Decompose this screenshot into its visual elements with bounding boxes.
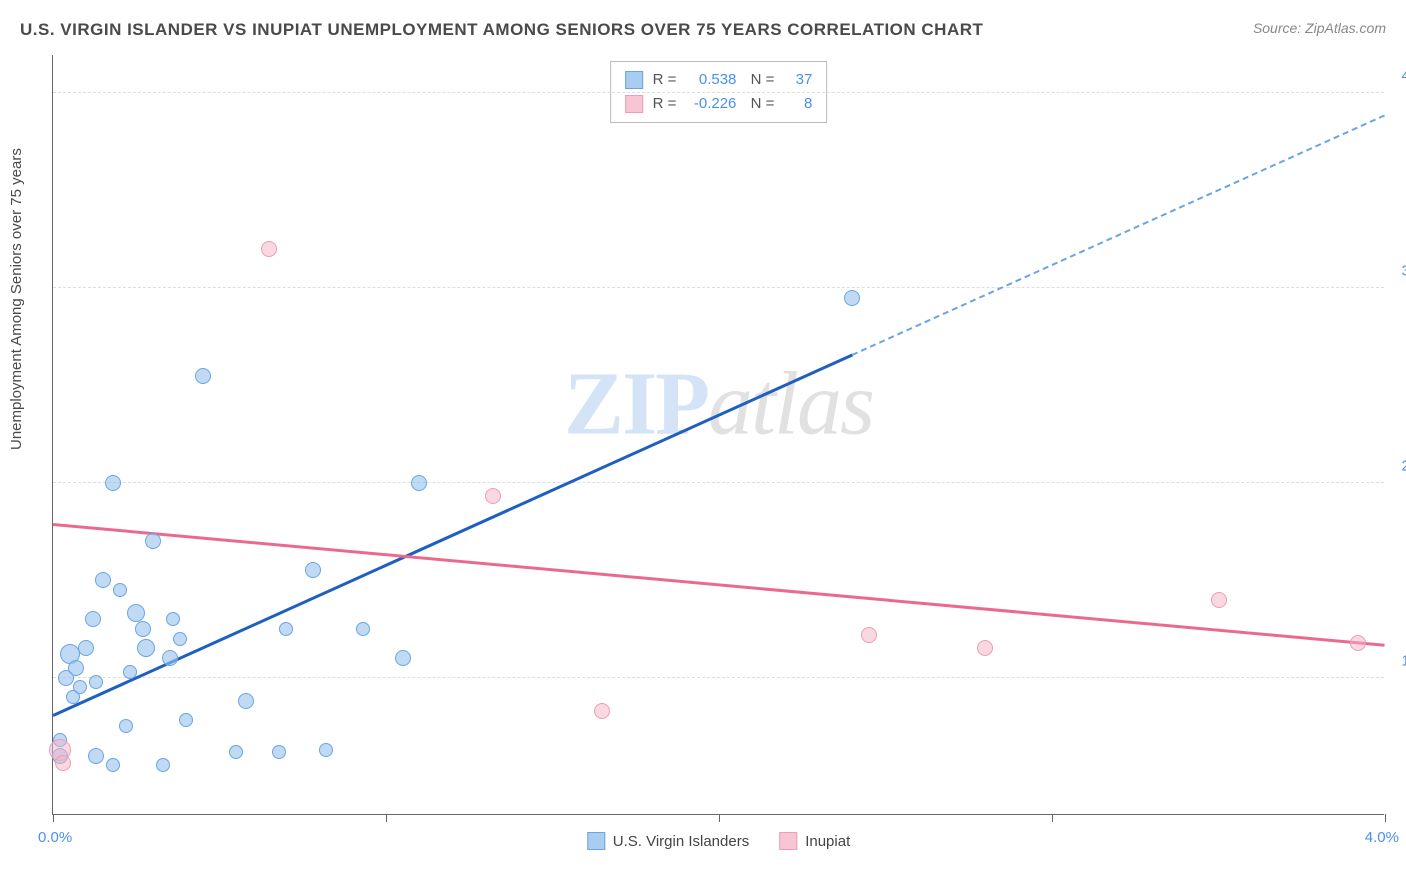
scatter-point [1350, 635, 1366, 651]
scatter-point [166, 612, 180, 626]
scatter-point [135, 621, 151, 637]
scatter-point [123, 665, 137, 679]
scatter-point [156, 758, 170, 772]
scatter-point [238, 693, 254, 709]
scatter-point [179, 713, 193, 727]
gridline [53, 677, 1384, 678]
scatter-point [279, 622, 293, 636]
swatch-pink-icon [779, 832, 797, 850]
scatter-point [1211, 592, 1227, 608]
scatter-point [145, 533, 161, 549]
scatter-point [89, 675, 103, 689]
scatter-point [137, 639, 155, 657]
source-attribution: Source: ZipAtlas.com [1253, 20, 1386, 36]
stat-n-value-blue: 37 [784, 68, 812, 92]
scatter-point [162, 650, 178, 666]
scatter-point [195, 368, 211, 384]
x-tick-label-max: 4.0% [1365, 829, 1399, 846]
watermark: ZIPatlas [564, 353, 873, 456]
scatter-point [395, 650, 411, 666]
scatter-point [55, 755, 71, 771]
gridline [53, 92, 1384, 93]
stats-row-pink: R = -0.226 N = 8 [625, 92, 813, 116]
swatch-pink-icon [625, 95, 643, 113]
scatter-point [977, 640, 993, 656]
scatter-point [78, 640, 94, 656]
stat-r-value-blue: 0.538 [686, 68, 736, 92]
stats-row-blue: R = 0.538 N = 37 [625, 68, 813, 92]
scatter-point [305, 562, 321, 578]
legend-bottom: U.S. Virgin Islanders Inupiat [587, 832, 851, 850]
y-tick-label: 20.0% [1401, 457, 1406, 474]
legend-item-pink: Inupiat [779, 832, 850, 850]
legend-item-blue: U.S. Virgin Islanders [587, 832, 749, 850]
scatter-point [173, 632, 187, 646]
gridline [53, 482, 1384, 483]
stat-r-value-pink: -0.226 [686, 92, 736, 116]
scatter-point [88, 748, 104, 764]
y-tick-label: 10.0% [1401, 652, 1406, 669]
scatter-point [105, 475, 121, 491]
trendline-blue-dashed [852, 114, 1386, 356]
stat-n-value-pink: 8 [784, 92, 812, 116]
scatter-point [319, 743, 333, 757]
scatter-point [127, 604, 145, 622]
watermark-prefix: ZIP [564, 355, 708, 454]
y-axis-label: Unemployment Among Seniors over 75 years [8, 148, 25, 450]
scatter-point [861, 627, 877, 643]
x-tick [386, 814, 387, 822]
scatter-point [844, 290, 860, 306]
x-tick [1385, 814, 1386, 822]
chart-title: U.S. VIRGIN ISLANDER VS INUPIAT UNEMPLOY… [20, 20, 983, 40]
scatter-point [261, 241, 277, 257]
trendline-pink [53, 523, 1385, 646]
stat-r-label: R = [653, 68, 677, 92]
scatter-point [119, 719, 133, 733]
swatch-blue-icon [625, 71, 643, 89]
legend-label-pink: Inupiat [805, 833, 850, 850]
scatter-point [68, 660, 84, 676]
legend-label-blue: U.S. Virgin Islanders [613, 833, 749, 850]
scatter-point [229, 745, 243, 759]
stat-n-label: N = [746, 68, 774, 92]
scatter-point [73, 680, 87, 694]
x-tick [1052, 814, 1053, 822]
x-tick [53, 814, 54, 822]
x-tick [719, 814, 720, 822]
stat-r-label: R = [653, 92, 677, 116]
y-tick-label: 40.0% [1401, 67, 1406, 84]
swatch-blue-icon [587, 832, 605, 850]
scatter-point [106, 758, 120, 772]
plot-area: ZIPatlas R = 0.538 N = 37 R = -0.226 N =… [52, 55, 1384, 815]
watermark-suffix: atlas [708, 355, 873, 454]
scatter-point [411, 475, 427, 491]
scatter-point [95, 572, 111, 588]
scatter-point [356, 622, 370, 636]
gridline [53, 287, 1384, 288]
scatter-point [85, 611, 101, 627]
scatter-point [272, 745, 286, 759]
scatter-point [113, 583, 127, 597]
y-tick-label: 30.0% [1401, 262, 1406, 279]
scatter-point [485, 488, 501, 504]
stat-n-label: N = [746, 92, 774, 116]
scatter-point [594, 703, 610, 719]
x-tick-label-min: 0.0% [38, 829, 72, 846]
